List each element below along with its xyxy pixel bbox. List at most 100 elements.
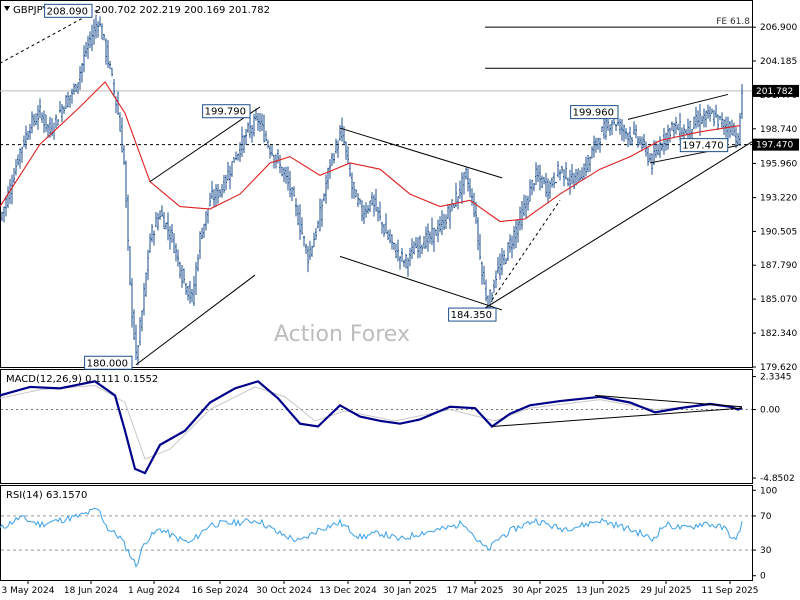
ohlc-bar <box>321 199 323 227</box>
ohlc-bar <box>349 163 351 177</box>
ohlc-bar <box>683 124 685 139</box>
macd-panel-frame <box>0 369 753 484</box>
ohlc-bar <box>669 127 671 143</box>
ohlc-bar <box>295 198 297 217</box>
ohlc-bar <box>703 108 705 128</box>
ohlc-bar <box>425 226 427 249</box>
ohlc-bar <box>219 189 221 198</box>
trendline <box>339 127 503 179</box>
ohlc-bar <box>23 135 25 148</box>
ohlc-bar <box>693 116 695 129</box>
ohlc-bar <box>103 33 105 41</box>
ohlc-bar <box>491 292 493 303</box>
ohlc-bar <box>213 188 215 208</box>
ohlc-bar <box>365 202 367 218</box>
ohlc-bar <box>473 192 475 218</box>
ohlc-bar <box>557 160 559 178</box>
ohlc-bar <box>277 149 279 164</box>
ohlc-bar <box>653 140 655 166</box>
ohlc-bar <box>361 200 363 222</box>
macd-line <box>0 380 743 475</box>
ohlc-bar <box>37 105 39 130</box>
ohlc-bar <box>549 180 551 199</box>
ohlc-bar <box>635 124 637 139</box>
ohlc-bar <box>255 108 257 121</box>
price-y-tick-label: 195.960 <box>760 159 797 169</box>
ohlc-bar <box>583 163 585 180</box>
ohlc-bar <box>99 16 101 27</box>
ohlc-bar <box>215 184 217 207</box>
ohlc-bar <box>461 172 463 204</box>
ohlc-bar <box>711 108 713 114</box>
ohlc-bar <box>637 136 639 148</box>
ohlc-bar <box>581 167 583 180</box>
ohlc-bar <box>371 192 373 206</box>
ohlc-bar <box>673 122 675 139</box>
ohlc-bar <box>699 103 701 137</box>
ohlc-bar <box>339 125 341 141</box>
ohlc-bar <box>353 181 355 199</box>
price-y-tick-label: 187.790 <box>760 261 797 271</box>
ohlc-bar <box>667 124 669 150</box>
ohlc-bar <box>291 187 293 202</box>
ohlc-bar <box>553 172 555 189</box>
collapse-triangle-icon <box>4 6 10 11</box>
ohlc-bar <box>459 180 461 199</box>
current-price-label: 197.470 <box>753 138 799 151</box>
ohlc-bar <box>493 279 495 293</box>
price-y-tick-label: 206.900 <box>760 23 797 33</box>
ohlc-bar <box>35 113 37 126</box>
ohlc-bar <box>451 199 453 212</box>
ohlc-bar <box>517 218 519 243</box>
ohlc-bar <box>265 130 267 142</box>
ohlc-bar <box>19 148 21 169</box>
ohlc-bar <box>27 130 29 140</box>
ohlc-bar <box>577 168 579 183</box>
ohlc-bar <box>565 162 567 180</box>
ohlc-bar <box>593 135 595 158</box>
ohlc-bar <box>185 282 187 295</box>
ohlc-bar <box>401 248 403 263</box>
ohlc-bar <box>483 265 485 285</box>
macd-trendline <box>491 407 743 427</box>
ohlc-bar <box>249 117 251 139</box>
ohlc-bar <box>611 120 613 136</box>
ohlc-bar <box>619 118 621 135</box>
ohlc-bar <box>305 243 307 254</box>
ohlc-bar <box>151 224 153 243</box>
ohlc-bar <box>75 83 77 92</box>
ohlc-bar <box>227 162 229 181</box>
ohlc-bar <box>661 142 663 152</box>
price-annotation: 208.090 <box>44 3 93 18</box>
ohlc-bar <box>163 211 165 230</box>
ohlc-bar <box>563 169 565 187</box>
svg-text:208.090: 208.090 <box>47 6 88 17</box>
ohlc-bar <box>81 62 83 83</box>
ohlc-bar <box>559 169 561 181</box>
ohlc-bar <box>199 231 201 260</box>
ohlc-bar <box>739 113 741 147</box>
ohlc-bar <box>209 192 211 207</box>
ohlc-bar <box>5 195 7 217</box>
ohlc-bar <box>463 172 465 195</box>
ohlc-bar <box>301 217 303 235</box>
ohlc-bar <box>475 201 477 225</box>
ohlc-bar <box>727 116 729 142</box>
ohlc-bar <box>591 146 593 159</box>
price-annotation: 180.000 <box>84 355 133 370</box>
rsi-y-tick-label: 0 <box>760 572 766 582</box>
ohlc-bar <box>433 227 435 252</box>
ohlc-bar <box>501 248 503 276</box>
ohlc-bar <box>77 82 79 95</box>
ohlc-bar <box>445 214 447 229</box>
ohlc-bar <box>439 216 441 233</box>
ohlc-bar <box>567 177 569 187</box>
price-y-tick-label: 182.340 <box>760 329 797 339</box>
ohlc-bar <box>467 168 469 192</box>
ohlc-bar <box>503 250 505 266</box>
ohlc-bar <box>621 119 623 141</box>
ohlc-bar <box>541 175 543 188</box>
ohlc-bar <box>405 253 407 269</box>
price-annotation: 199.790 <box>202 104 251 119</box>
